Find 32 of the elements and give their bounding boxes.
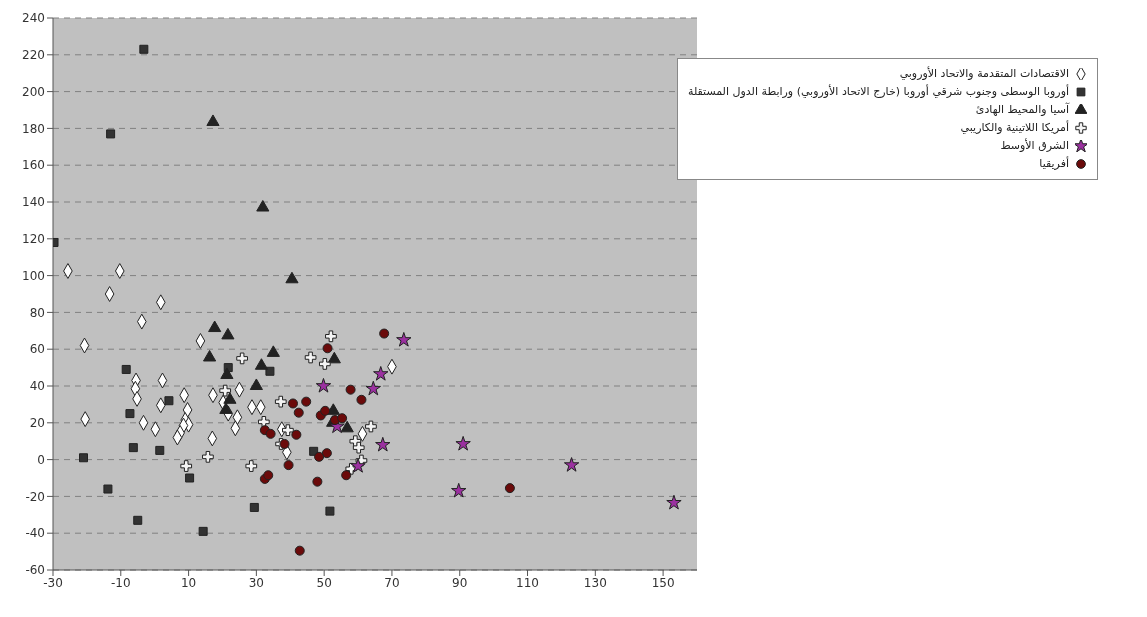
y-tick-label: 140 xyxy=(22,195,45,210)
y-tick-label: -60 xyxy=(25,563,45,578)
x-tick-label: 110 xyxy=(516,575,539,590)
y-tick-label: 100 xyxy=(22,268,45,283)
legend-label: أوروبا الوسطى وجنوب شرقي أوروبا (خارج الاتحاد الأوروبي) ورابطة الدول المستقلة xyxy=(688,83,1069,100)
y-tick-label: 200 xyxy=(22,84,45,99)
x-tick-label: -10 xyxy=(110,575,131,590)
x-tick-label: 50 xyxy=(316,575,332,590)
y-tick-label: 180 xyxy=(22,121,45,136)
y-tick-label: 60 xyxy=(29,342,45,357)
y-tick-label: 240 xyxy=(22,11,45,26)
x-tick-label: 90 xyxy=(452,575,468,590)
x-tick-label: 30 xyxy=(248,575,265,590)
y-tick-label: 120 xyxy=(22,232,45,247)
y-tick-label: -40 xyxy=(25,526,45,541)
x-tick-label: -30 xyxy=(43,575,63,590)
legend-label: أفريقيا xyxy=(1039,155,1069,172)
y-tick-label: 0 xyxy=(37,452,45,467)
x-tick-label: 130 xyxy=(583,575,607,590)
legend-label: آسيا والمحيط الهادئ xyxy=(975,101,1069,118)
y-tick-label: 40 xyxy=(29,379,45,394)
y-tick-label: 220 xyxy=(22,48,45,63)
legend-label: الشرق الأوسط xyxy=(1000,137,1069,154)
legend-label: أمريكا اللاتينية والكاريبي xyxy=(960,119,1069,136)
y-tick-label: 80 xyxy=(29,305,45,320)
x-tick-label: 150 xyxy=(651,575,675,590)
x-tick-label: 10 xyxy=(180,575,197,590)
y-tick-label: 20 xyxy=(29,416,45,431)
y-tick-label: -20 xyxy=(25,489,45,504)
legend-label: الاقتصادات المتقدمة والاتحاد الأوروبي xyxy=(899,65,1069,82)
x-tick-label: 70 xyxy=(384,575,400,590)
y-tick-label: 160 xyxy=(22,158,45,173)
